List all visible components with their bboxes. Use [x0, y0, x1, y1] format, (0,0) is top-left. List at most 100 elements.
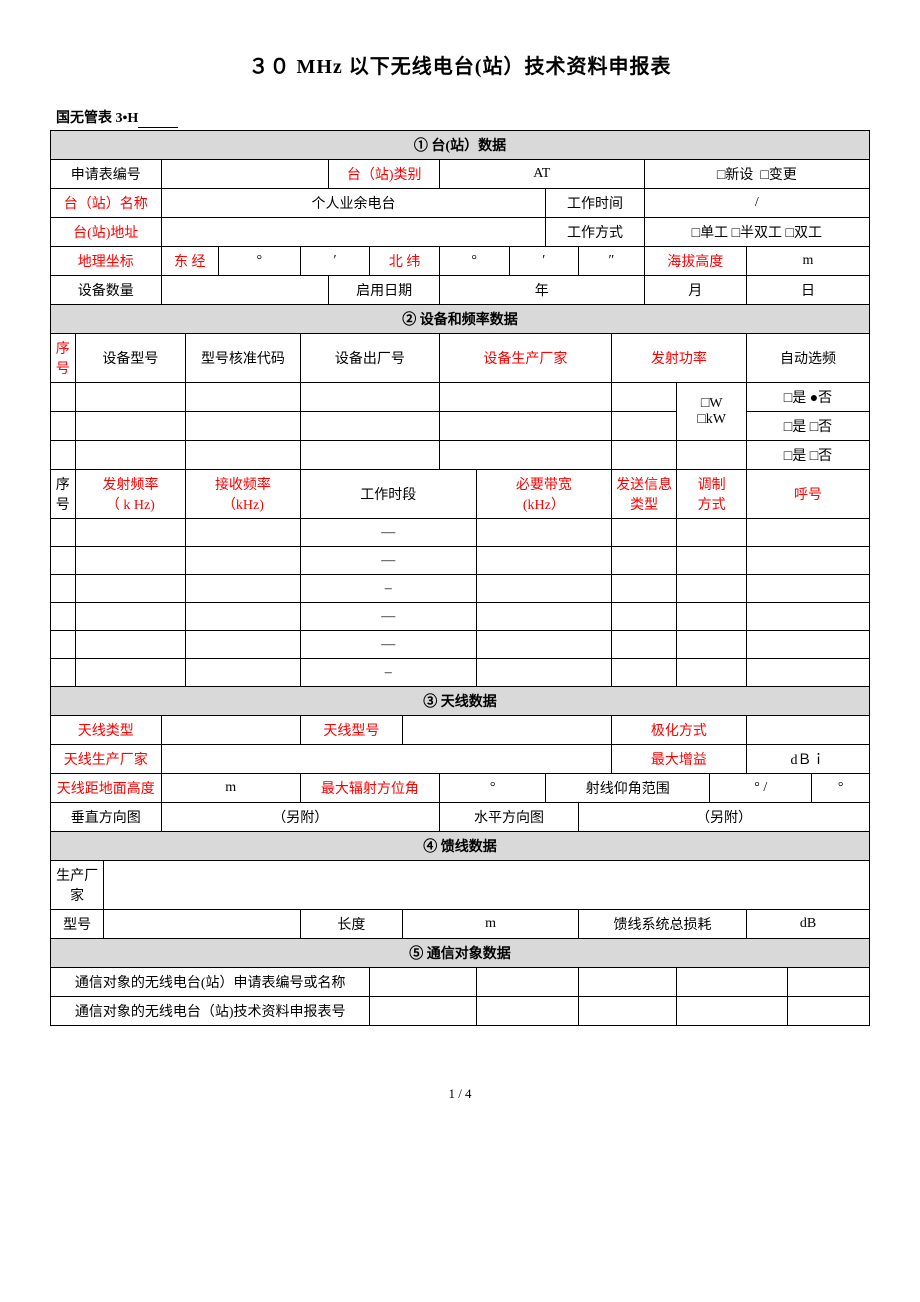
s2-r3-autosel[interactable]: □是 □否 — [746, 441, 869, 470]
s2-power-label: 发射功率 — [611, 334, 746, 383]
s3-el-value2[interactable]: ° — [812, 774, 870, 803]
s4-len-value[interactable]: m — [403, 910, 579, 939]
s3-el-label: 射线仰角范围 — [546, 774, 710, 803]
s2-r3-power[interactable] — [611, 441, 677, 470]
addr-value[interactable] — [161, 218, 546, 247]
startdate-label: 启用日期 — [329, 276, 440, 305]
s2b-r1-t[interactable]: — — [300, 519, 476, 547]
s2b-bw-label: 必要带宽 (kHz） — [476, 470, 611, 519]
s3-mfr-value[interactable] — [161, 745, 611, 774]
section-3-header: ③ 天线数据 — [51, 687, 870, 716]
s2-r2-factoryno[interactable] — [300, 412, 439, 441]
s2-r2-no[interactable] — [51, 412, 76, 441]
worktime-label: 工作时间 — [546, 189, 644, 218]
s3-vpat-label: 垂直方向图 — [51, 803, 162, 832]
s2-r1-model[interactable] — [75, 383, 186, 412]
s2-power-unit[interactable]: □W □kW — [677, 383, 747, 441]
s3-hpat-label: 水平方向图 — [439, 803, 578, 832]
main-form-table: ① 台(站）数据 申请表编号 台（站)类别 AT □新设 □变更 台（站）名称 … — [50, 130, 870, 1026]
addr-label: 台(站)地址 — [51, 218, 162, 247]
app-no-value[interactable] — [161, 160, 329, 189]
app-no-label: 申请表编号 — [51, 160, 162, 189]
s4-loss-value[interactable]: dB — [746, 910, 869, 939]
s2-r2-approval[interactable] — [186, 412, 301, 441]
lat-label: 北 纬 — [370, 247, 440, 276]
section-1-header: ① 台(站）数据 — [51, 131, 870, 160]
s5-row2-label: 通信对象的无线电台（站)技术资料申报表号 — [51, 997, 370, 1026]
workmode-value[interactable]: □单工 □半双工 □双工 — [644, 218, 869, 247]
s3-gain-label: 最大增益 — [611, 745, 746, 774]
lat-sec[interactable]: ″ — [579, 247, 645, 276]
s2-r3-factoryno[interactable] — [300, 441, 439, 470]
s3-el-value1[interactable]: ° / — [710, 774, 812, 803]
s2-factoryno-label: 设备出厂号 — [300, 334, 439, 383]
subhead: 国无管表 3•H — [50, 107, 870, 128]
s2-r1-mfr[interactable] — [439, 383, 611, 412]
s2-autosel-label: 自动选频 — [746, 334, 869, 383]
s2-approval-label: 型号核准代码 — [186, 334, 301, 383]
s2-r3-no[interactable] — [51, 441, 76, 470]
s3-az-label: 最大辐射方位角 — [300, 774, 439, 803]
s2-r2-model[interactable] — [75, 412, 186, 441]
s2b-r4-t[interactable]: — — [300, 603, 476, 631]
s2-r1-approval[interactable] — [186, 383, 301, 412]
page-title: ３０ MHz 以下无线电台(站）技术资料申报表 — [50, 50, 870, 79]
s2-model-label: 设备型号 — [75, 334, 186, 383]
lon-min[interactable]: ′ — [300, 247, 370, 276]
s4-model-value[interactable] — [104, 910, 301, 939]
s2b-r3-t[interactable]: – — [300, 575, 476, 603]
s3-az-value[interactable]: ° — [439, 774, 545, 803]
s2b-r2-t[interactable]: — — [300, 547, 476, 575]
s2-r1-no[interactable] — [51, 383, 76, 412]
s2b-rxfreq-label: 接收频率 （kHz) — [186, 470, 301, 519]
new-change-options[interactable]: □新设 □变更 — [644, 160, 869, 189]
s2b-timeslot-label: 工作时段 — [300, 470, 476, 519]
s2-r3-model[interactable] — [75, 441, 186, 470]
coord-label: 地理坐标 — [51, 247, 162, 276]
lon-label: 东 经 — [161, 247, 218, 276]
s2-r3-power-unit[interactable] — [677, 441, 747, 470]
s3-type-label: 天线类型 — [51, 716, 162, 745]
startdate-month[interactable]: 月 — [644, 276, 746, 305]
s3-model-label: 天线型号 — [300, 716, 402, 745]
s2-r3-approval[interactable] — [186, 441, 301, 470]
section-4-header: ④ 馈线数据 — [51, 832, 870, 861]
s2-r2-mfr[interactable] — [439, 412, 611, 441]
s5-row1-label: 通信对象的无线电台(站）申请表编号或名称 — [51, 968, 370, 997]
s3-gain-value[interactable]: dＢｉ — [746, 745, 869, 774]
s3-mfr-label: 天线生产厂家 — [51, 745, 162, 774]
startdate-year[interactable]: 年 — [439, 276, 644, 305]
s2b-callsign-label: 呼号 — [746, 470, 869, 519]
s3-hpat-value: （另附） — [579, 803, 870, 832]
devcount-value[interactable] — [161, 276, 329, 305]
s3-height-value[interactable]: m — [161, 774, 300, 803]
s3-model-value[interactable] — [403, 716, 612, 745]
s3-height-label: 天线距地面高度 — [51, 774, 162, 803]
s4-model-label: 型号 — [51, 910, 104, 939]
s3-pol-label: 极化方式 — [611, 716, 746, 745]
s2-r3-mfr[interactable] — [439, 441, 611, 470]
category-label: 台（站)类别 — [329, 160, 440, 189]
category-value: AT — [439, 160, 644, 189]
worktime-value: / — [644, 189, 869, 218]
page-number: 1 / 4 — [50, 1086, 870, 1102]
lat-min[interactable]: ′ — [509, 247, 579, 276]
s2-r1-autosel[interactable]: □是 ●否 — [746, 383, 869, 412]
s2b-r6-t[interactable]: – — [300, 659, 476, 687]
startdate-day[interactable]: 日 — [746, 276, 869, 305]
s2b-r5-t[interactable]: — — [300, 631, 476, 659]
lat-deg[interactable]: ° — [439, 247, 509, 276]
station-name-label: 台（站）名称 — [51, 189, 162, 218]
workmode-label: 工作方式 — [546, 218, 644, 247]
s3-type-value[interactable] — [161, 716, 300, 745]
s2-r2-autosel[interactable]: □是 □否 — [746, 412, 869, 441]
s2-r1-factoryno[interactable] — [300, 383, 439, 412]
s2-r2-power[interactable] — [611, 412, 677, 441]
s3-pol-value[interactable] — [746, 716, 869, 745]
s2-r1-power[interactable] — [611, 383, 677, 412]
s2-mfr-label: 设备生产厂家 — [439, 334, 611, 383]
lon-deg[interactable]: ° — [218, 247, 300, 276]
alt-value[interactable]: m — [746, 247, 869, 276]
s4-mfr-value[interactable] — [104, 861, 870, 910]
section-2-header: ② 设备和频率数据 — [51, 305, 870, 334]
